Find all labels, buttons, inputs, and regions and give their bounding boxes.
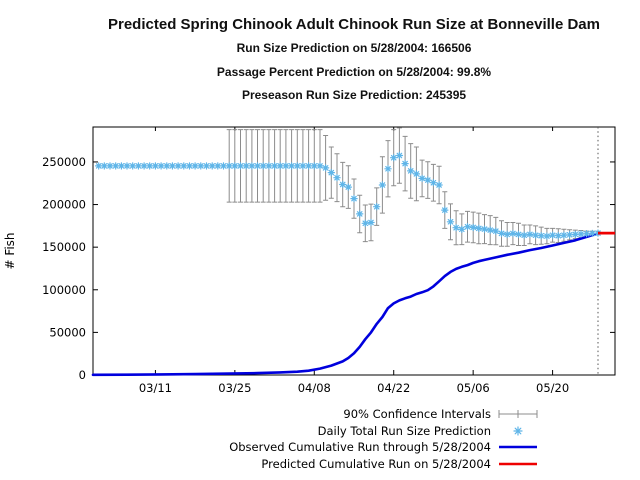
svg-text:03/11: 03/11 — [139, 381, 172, 395]
svg-text:04/08: 04/08 — [298, 381, 331, 395]
svg-text:150000: 150000 — [42, 240, 86, 254]
chart-title: Predicted Spring Chinook Adult Chinook R… — [108, 16, 600, 33]
legend-label-confidence-intervals: 90% Confidence Intervals — [343, 407, 491, 421]
legend-label-observed-cumulative: Observed Cumulative Run through 5/28/200… — [229, 440, 491, 454]
confidence-interval-bars — [226, 127, 601, 247]
legend-label-daily-prediction: Daily Total Run Size Prediction — [318, 424, 491, 438]
observed-cumulative-line — [91, 232, 600, 377]
svg-text:100000: 100000 — [42, 283, 86, 297]
daily-prediction-points — [95, 151, 602, 240]
svg-text:03/25: 03/25 — [218, 381, 251, 395]
titles: Predicted Spring Chinook Adult Chinook R… — [108, 16, 600, 102]
error-bar-glyph-icon — [498, 410, 538, 418]
chart-subtitle-preseason: Preseason Run Size Prediction: 245395 — [242, 88, 466, 102]
svg-text:50000: 50000 — [49, 325, 86, 339]
svg-text:0: 0 — [79, 368, 86, 382]
svg-text:05/20: 05/20 — [536, 381, 569, 395]
y-axis-ticks: 0 50000 100000 150000 200000 250000 — [42, 155, 615, 382]
svg-text:200000: 200000 — [42, 198, 86, 212]
chart-subtitle-run-size: Run Size Prediction on 5/28/2004: 166506 — [237, 41, 472, 55]
svg-text:04/22: 04/22 — [377, 381, 410, 395]
svg-text:05/06: 05/06 — [457, 381, 490, 395]
x-axis-ticks: 03/11 03/25 04/08 04/22 05/06 05/20 — [139, 127, 569, 395]
svg-text:250000: 250000 — [42, 155, 86, 169]
asterisk-glyph-icon — [513, 426, 523, 436]
plot-frame — [92, 126, 616, 376]
y-axis-label: # Fish — [3, 232, 17, 269]
legend: 90% Confidence Intervals Daily Total Run… — [229, 407, 538, 471]
chart-subtitle-passage-percent: Passage Percent Prediction on 5/28/2004:… — [217, 65, 491, 79]
legend-label-predicted-cumulative: Predicted Cumulative Run on 5/28/2004 — [261, 457, 491, 471]
